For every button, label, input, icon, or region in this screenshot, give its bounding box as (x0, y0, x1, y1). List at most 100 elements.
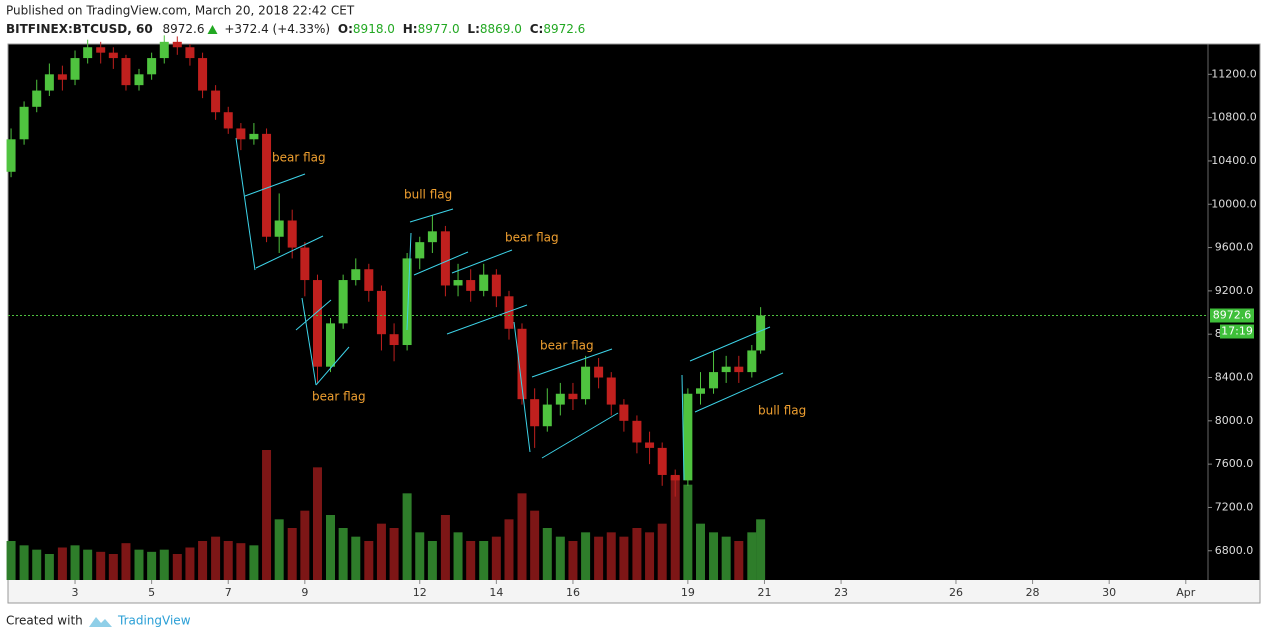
trend-line (413, 251, 469, 276)
volume-bar (695, 523, 705, 580)
candle-body (312, 280, 322, 367)
candle-body (619, 404, 629, 421)
candle-body (274, 220, 284, 237)
candle-body (223, 112, 233, 129)
trend-line (406, 232, 412, 331)
volume-bar (108, 554, 118, 580)
trend-line (446, 304, 528, 335)
open-label: O: (338, 22, 353, 36)
trend-line (255, 235, 324, 269)
candle-body (19, 106, 29, 140)
trend-line (531, 348, 613, 378)
volume-bar (198, 541, 208, 580)
volume-bar (249, 545, 259, 580)
candle-body (83, 47, 93, 59)
last-price: 8972.6 (163, 22, 205, 36)
volume-bar (747, 532, 757, 580)
candle-body (542, 404, 552, 427)
trend-line (235, 137, 256, 271)
volume-bar (70, 545, 80, 580)
y-tick-label: 10800.0 (1211, 111, 1257, 124)
candle-body (32, 90, 42, 107)
candle-body (517, 328, 527, 400)
candle-body (453, 280, 463, 286)
volume-bar (223, 541, 233, 580)
volume-bar (19, 545, 29, 580)
high-label: H: (403, 22, 418, 36)
volume-bar (619, 536, 629, 580)
candle-body (747, 350, 757, 373)
volume-bar (300, 510, 310, 580)
candle-body (134, 74, 144, 86)
candle-body (211, 90, 221, 113)
candle-body (415, 242, 425, 259)
candle-body (287, 220, 297, 248)
trend-line (689, 326, 771, 362)
footer-brand[interactable]: TradingView (117, 614, 191, 628)
up-arrow-icon (207, 25, 218, 34)
candle-body (198, 58, 208, 91)
trend-line (541, 412, 619, 459)
candle-body (159, 41, 169, 59)
volume-bar (504, 519, 514, 580)
candle-body (376, 290, 386, 335)
x-tick-label: 19 (681, 586, 695, 599)
trend-line (451, 249, 513, 274)
candle-body (491, 274, 501, 297)
candle-body (351, 269, 361, 281)
chart-border (7, 43, 1261, 604)
annotation: bear flag (272, 151, 326, 165)
y-tick-label: 6800.0 (1215, 544, 1254, 557)
candle-body (632, 420, 642, 443)
candle-body (121, 58, 131, 86)
candle-body (530, 399, 540, 427)
volume-bar (351, 536, 361, 580)
trend-line (244, 173, 306, 197)
close-value: 8972.6 (543, 22, 585, 36)
volume-bar (645, 532, 655, 580)
candle-body (262, 133, 272, 237)
time-axis (8, 580, 1260, 603)
volume-bar (172, 554, 182, 580)
candle-body (402, 258, 412, 346)
footer-created: Created with (6, 614, 83, 628)
y-tick-label: 7600.0 (1215, 457, 1254, 470)
volume-bar (96, 551, 106, 580)
candle-body (645, 442, 655, 448)
volume-bar (756, 519, 766, 580)
candle-body (249, 133, 259, 140)
x-tick-label: 12 (413, 586, 427, 599)
x-tick-label: 9 (301, 586, 308, 599)
trend-line (295, 299, 332, 331)
volume-bar (453, 532, 463, 580)
y-tick-label: 8000.0 (1215, 414, 1254, 427)
candle-body (555, 393, 565, 405)
x-tick-label: Apr (1176, 586, 1196, 599)
candle-body (695, 388, 705, 394)
candle-body (504, 296, 514, 329)
y-tick-label: 10400.0 (1211, 154, 1257, 167)
volume-bar (594, 536, 604, 580)
countdown-label: 17:19 (1221, 325, 1253, 338)
x-tick-label: 23 (834, 586, 848, 599)
y-tick-label: 9600.0 (1215, 241, 1254, 254)
volume-bar (185, 547, 195, 580)
volume-bar (466, 541, 476, 580)
volume-bar (134, 549, 144, 580)
x-tick-label: 5 (148, 586, 155, 599)
volume-bar (734, 541, 744, 580)
volume-bar (389, 528, 399, 580)
y-tick-label: 11200.0 (1211, 67, 1257, 80)
candle-body (44, 74, 54, 91)
tradingview-logo[interactable] (89, 617, 112, 627)
plot-area (8, 44, 1208, 580)
volume-bar (427, 541, 437, 580)
trend-line (513, 321, 531, 453)
trend-line (315, 346, 350, 386)
y-tick-label: 7200.0 (1215, 500, 1254, 513)
symbol-line: BITFINEX:BTCUSD, 60 8972.6 +372.4 (+4.33… (6, 22, 585, 36)
candle-body (568, 393, 578, 400)
trend-lines (235, 137, 784, 481)
volume-bar (147, 551, 157, 580)
annotation: bear flag (505, 231, 559, 245)
